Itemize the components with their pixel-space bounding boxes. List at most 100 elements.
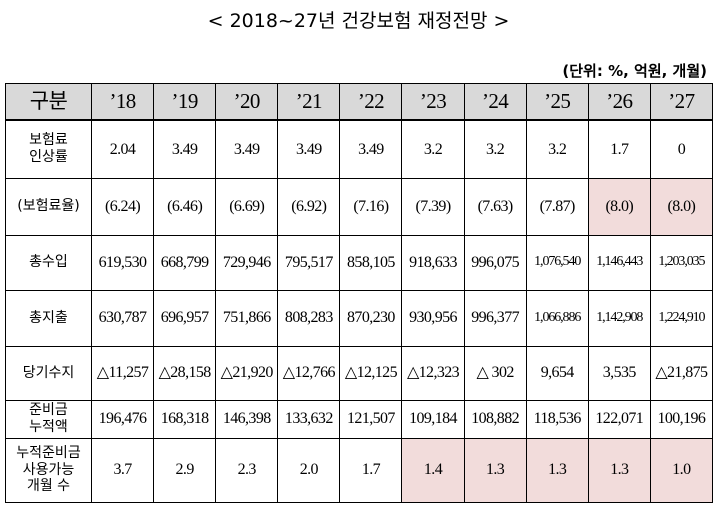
cell: △12,766 — [277, 345, 341, 401]
cell: △12,323 — [401, 345, 465, 401]
cell: 109,184 — [401, 399, 465, 439]
column-header: ’19 — [153, 83, 217, 121]
table-row: 준비금 누적액 196,476 168,318 146,398 133,632 121,5… — [5, 399, 713, 439]
title: < 2018~27년 건강보험 재정전망 > — [207, 10, 510, 32]
cell: 1.4 — [401, 437, 465, 503]
cell: 133,632 — [277, 399, 341, 439]
cell: 668,799 — [153, 234, 217, 291]
cell: 858,105 — [339, 234, 403, 291]
cell: 3,535 — [587, 345, 651, 401]
column-header: ’22 — [339, 83, 403, 121]
cell: 108,882 — [463, 399, 527, 439]
cell: 3.2 — [401, 119, 465, 179]
cell: 1.3 — [525, 437, 589, 503]
cell: 9,654 — [525, 345, 589, 401]
cell: 2.3 — [215, 437, 279, 503]
column-header: ’18 — [90, 83, 155, 121]
column-header: ’27 — [649, 83, 713, 121]
cell: △21,920 — [215, 345, 279, 401]
cell: 168,318 — [153, 399, 217, 439]
cell: 146,398 — [215, 399, 279, 439]
cell: 1.3 — [587, 437, 651, 503]
cell: 696,957 — [153, 289, 217, 347]
table-row: 누적준비금 사용가능 개월 수 3.7 2.9 2.3 2.0 1.7 1.4 1.3 1.3 1… — [5, 437, 713, 503]
cell: (8.0) — [587, 177, 651, 236]
cell: 1.7 — [587, 119, 651, 179]
table-row: 총수입 619,530 668,799 729,946 795,517 858,105 91… — [5, 234, 713, 291]
cell: 121,507 — [339, 399, 403, 439]
column-header: ’25 — [525, 83, 589, 121]
cell: 100,196 — [649, 399, 713, 439]
cell: 1.3 — [463, 437, 527, 503]
column-header: ’24 — [463, 83, 527, 121]
cell: 619,530 — [90, 234, 155, 291]
table-row: (보험료율) (6.24) (6.46) (6.69) (6.92) (7.16) (7.3… — [5, 177, 713, 236]
row-label: 총수입 — [5, 234, 92, 291]
finance-table: 구분 ’18’19’20’21’22’23’24’25’26’27 보험료 인상률… — [5, 83, 713, 503]
table-row: 총지출 630,787 696,957 751,866 808,283 870,230 93… — [5, 289, 713, 347]
cell: △11,257 — [90, 345, 155, 401]
cell: (7.16) — [339, 177, 403, 236]
cell: 2.0 — [277, 437, 341, 503]
cell: 808,283 — [277, 289, 341, 347]
cell: △28,158 — [153, 345, 217, 401]
cell: (7.63) — [463, 177, 527, 236]
column-header: 구분 — [5, 83, 92, 121]
row-label: (보험료율) — [5, 177, 92, 236]
cell: 196,476 — [90, 399, 155, 439]
row-label: 누적준비금 사용가능 개월 수 — [5, 437, 92, 503]
cell: 996,377 — [463, 289, 527, 347]
cell: △12,125 — [339, 345, 403, 401]
cell: 3.49 — [339, 119, 403, 179]
cell: 930,956 — [401, 289, 465, 347]
cell: 3.2 — [463, 119, 527, 179]
cell: 630,787 — [90, 289, 155, 347]
cell: 1.7 — [339, 437, 403, 503]
cell: △21,875 — [649, 345, 713, 401]
cell: 729,946 — [215, 234, 279, 291]
cell: 3.49 — [215, 119, 279, 179]
cell: 1,203,035 — [649, 234, 713, 291]
cell: 870,230 — [339, 289, 403, 347]
row-label: 당기수지 — [5, 345, 92, 401]
cell: 918,633 — [401, 234, 465, 291]
cell: 996,075 — [463, 234, 527, 291]
cell: 1,076,540 — [525, 234, 589, 291]
cell: 751,866 — [215, 289, 279, 347]
column-header: ’20 — [215, 83, 279, 121]
cell: 118,536 — [525, 399, 589, 439]
cell: (6.92) — [277, 177, 341, 236]
cell: 3.49 — [277, 119, 341, 179]
table-row: 보험료 인상률 2.04 3.49 3.49 3.49 3.49 3.2 3.2 3.2 1.7 0 — [5, 119, 713, 179]
cell: 2.04 — [90, 119, 155, 179]
cell: (8.0) — [649, 177, 713, 236]
unit-note: (단위: %, 억원, 개월) — [562, 62, 707, 80]
cell: (7.87) — [525, 177, 589, 236]
cell: 3.49 — [153, 119, 217, 179]
cell: 122,071 — [587, 399, 651, 439]
cell: 1,142,908 — [587, 289, 651, 347]
row-label: 총지출 — [5, 289, 92, 347]
row-label: 준비금 누적액 — [5, 399, 92, 439]
cell: 1,066,886 — [525, 289, 589, 347]
row-label: 보험료 인상률 — [5, 119, 92, 179]
cell: (6.46) — [153, 177, 217, 236]
cell: 0 — [649, 119, 713, 179]
column-header: ’21 — [277, 83, 341, 121]
cell: 1,146,443 — [587, 234, 651, 291]
column-header: ’26 — [587, 83, 651, 121]
cell: (6.24) — [90, 177, 155, 236]
cell: 3.7 — [90, 437, 155, 503]
column-header: ’23 — [401, 83, 465, 121]
cell: (6.69) — [215, 177, 279, 236]
cell: 1,224,910 — [649, 289, 713, 347]
cell: △ 302 — [463, 345, 527, 401]
table-row: 당기수지 △11,257 △28,158 △21,920 △12,766 △12,125 △… — [5, 345, 713, 401]
header-row: 구분 ’18’19’20’21’22’23’24’25’26’27 — [5, 83, 713, 121]
cell: 795,517 — [277, 234, 341, 291]
cell: 3.2 — [525, 119, 589, 179]
cell: 2.9 — [153, 437, 217, 503]
cell: (7.39) — [401, 177, 465, 236]
cell: 1.0 — [649, 437, 713, 503]
